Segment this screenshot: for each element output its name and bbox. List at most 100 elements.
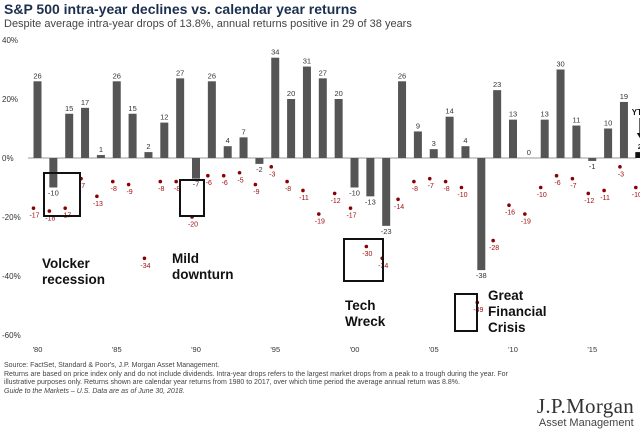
bar-value-label: 17 — [81, 98, 89, 107]
footnotes: Source: FactSet, Standard & Poor's, J.P.… — [4, 362, 514, 396]
y-tick-label: -20% — [2, 213, 21, 222]
drop-dot — [348, 206, 353, 210]
bar-value-label: 13 — [509, 110, 517, 119]
return-bar — [302, 66, 311, 158]
bar-value-label: 26 — [33, 71, 41, 80]
drop-dot — [554, 173, 559, 178]
drop-dot — [396, 197, 400, 202]
drop-dot — [427, 176, 432, 181]
drop-label: -34 — [140, 263, 150, 270]
bar-value-label: 23 — [493, 80, 501, 89]
ytd-bar — [635, 152, 640, 158]
return-bar — [128, 113, 137, 158]
drop-dot — [47, 209, 52, 213]
drop-dot — [491, 238, 495, 243]
drop-label: -12 — [584, 198, 594, 205]
bar-value-label: 26 — [398, 71, 406, 80]
return-bar — [65, 113, 74, 158]
annotation-tech: Wreck — [345, 314, 386, 329]
return-bar — [604, 128, 613, 158]
drop-dot — [221, 173, 226, 178]
drop-label: -8 — [443, 186, 449, 193]
return-bar — [619, 101, 628, 158]
annotation-mild: Mild — [172, 251, 199, 266]
return-bar — [81, 107, 90, 158]
bar-value-label: 13 — [541, 110, 549, 119]
drop-label: -5 — [237, 177, 243, 184]
annotation-volcker: recession — [42, 272, 105, 287]
x-tick-label: '90 — [191, 345, 201, 354]
source-note: Source: FactSet, Standard & Poor's, J.P.… — [4, 362, 220, 369]
drop-dot — [285, 179, 289, 184]
drop-dot — [142, 256, 147, 261]
drop-label: -13 — [93, 201, 103, 208]
return-bar — [287, 99, 296, 158]
return-bar — [461, 146, 470, 158]
bar-value-label: 4 — [463, 136, 467, 145]
x-tick-label: '95 — [270, 345, 280, 354]
annotation-volcker: Volcker — [42, 256, 91, 271]
bar-value-label: 20 — [287, 89, 295, 98]
return-bar — [207, 81, 216, 158]
return-bar — [556, 69, 565, 158]
return-bar — [239, 137, 248, 158]
y-tick-label: -40% — [2, 272, 21, 281]
drop-label: -8 — [174, 186, 180, 193]
drop-dot — [507, 203, 511, 207]
return-bar — [540, 119, 549, 158]
drop-label: -6 — [222, 180, 228, 187]
bar-value-label: 30 — [556, 60, 564, 69]
drop-dot — [602, 188, 606, 193]
ytd-label: YTD — [632, 108, 640, 117]
return-bar — [588, 158, 597, 161]
annotation-box — [454, 293, 478, 332]
return-bar — [334, 99, 343, 158]
drop-label: -10 — [632, 192, 640, 199]
return-bar — [493, 90, 502, 158]
y-tick-label: 20% — [2, 95, 18, 104]
drop-dot — [538, 185, 543, 190]
return-bar — [33, 81, 42, 158]
bar-value-label: 4 — [226, 136, 230, 145]
return-bar — [318, 78, 327, 158]
guide-note: Guide to the Markets – U.S. Data are as … — [4, 387, 185, 395]
drop-dot — [301, 188, 305, 193]
bar-value-label: 7 — [241, 127, 245, 136]
y-tick-label: 40% — [2, 36, 18, 45]
return-bar — [271, 57, 280, 159]
return-bar — [176, 78, 185, 158]
drop-label: -28 — [489, 245, 499, 252]
drop-label: -30 — [362, 251, 372, 258]
return-bar — [509, 119, 517, 158]
x-tick-label: '10 — [508, 345, 518, 354]
bar-value-label: -2 — [256, 165, 263, 174]
return-bar — [413, 131, 422, 158]
y-tick-label: 0% — [2, 154, 14, 163]
bar-value-label: -38 — [476, 271, 487, 280]
bar-value-label: 0 — [527, 148, 531, 157]
drop-dot — [95, 194, 99, 199]
drop-label: -17 — [346, 213, 356, 220]
drop-dot — [443, 179, 448, 184]
drop-label: -18 — [45, 216, 55, 223]
drop-label: -3 — [618, 171, 624, 178]
bar-value-label: 10 — [604, 119, 612, 128]
drop-label: -9 — [126, 189, 132, 196]
bar-value-label: -10 — [349, 189, 360, 198]
return-bar — [382, 158, 391, 226]
bar-value-label: 31 — [303, 57, 311, 66]
return-bar — [192, 158, 200, 179]
jpmorgan-logo: J.P.Morgan Asset Management — [537, 394, 634, 429]
drop-label: -11 — [299, 195, 309, 202]
return-bar — [429, 149, 438, 158]
bar-value-label: 20 — [334, 89, 342, 98]
drop-label: -11 — [600, 195, 610, 202]
bar-value-label: -10 — [48, 189, 59, 198]
drop-label: -19 — [315, 219, 325, 226]
drop-label: -20 — [188, 222, 198, 229]
return-bar — [223, 146, 232, 158]
drop-dot — [317, 212, 321, 216]
return-bar — [350, 158, 359, 188]
annotation-box — [179, 179, 205, 217]
logo-subtitle: Asset Management — [538, 417, 634, 429]
